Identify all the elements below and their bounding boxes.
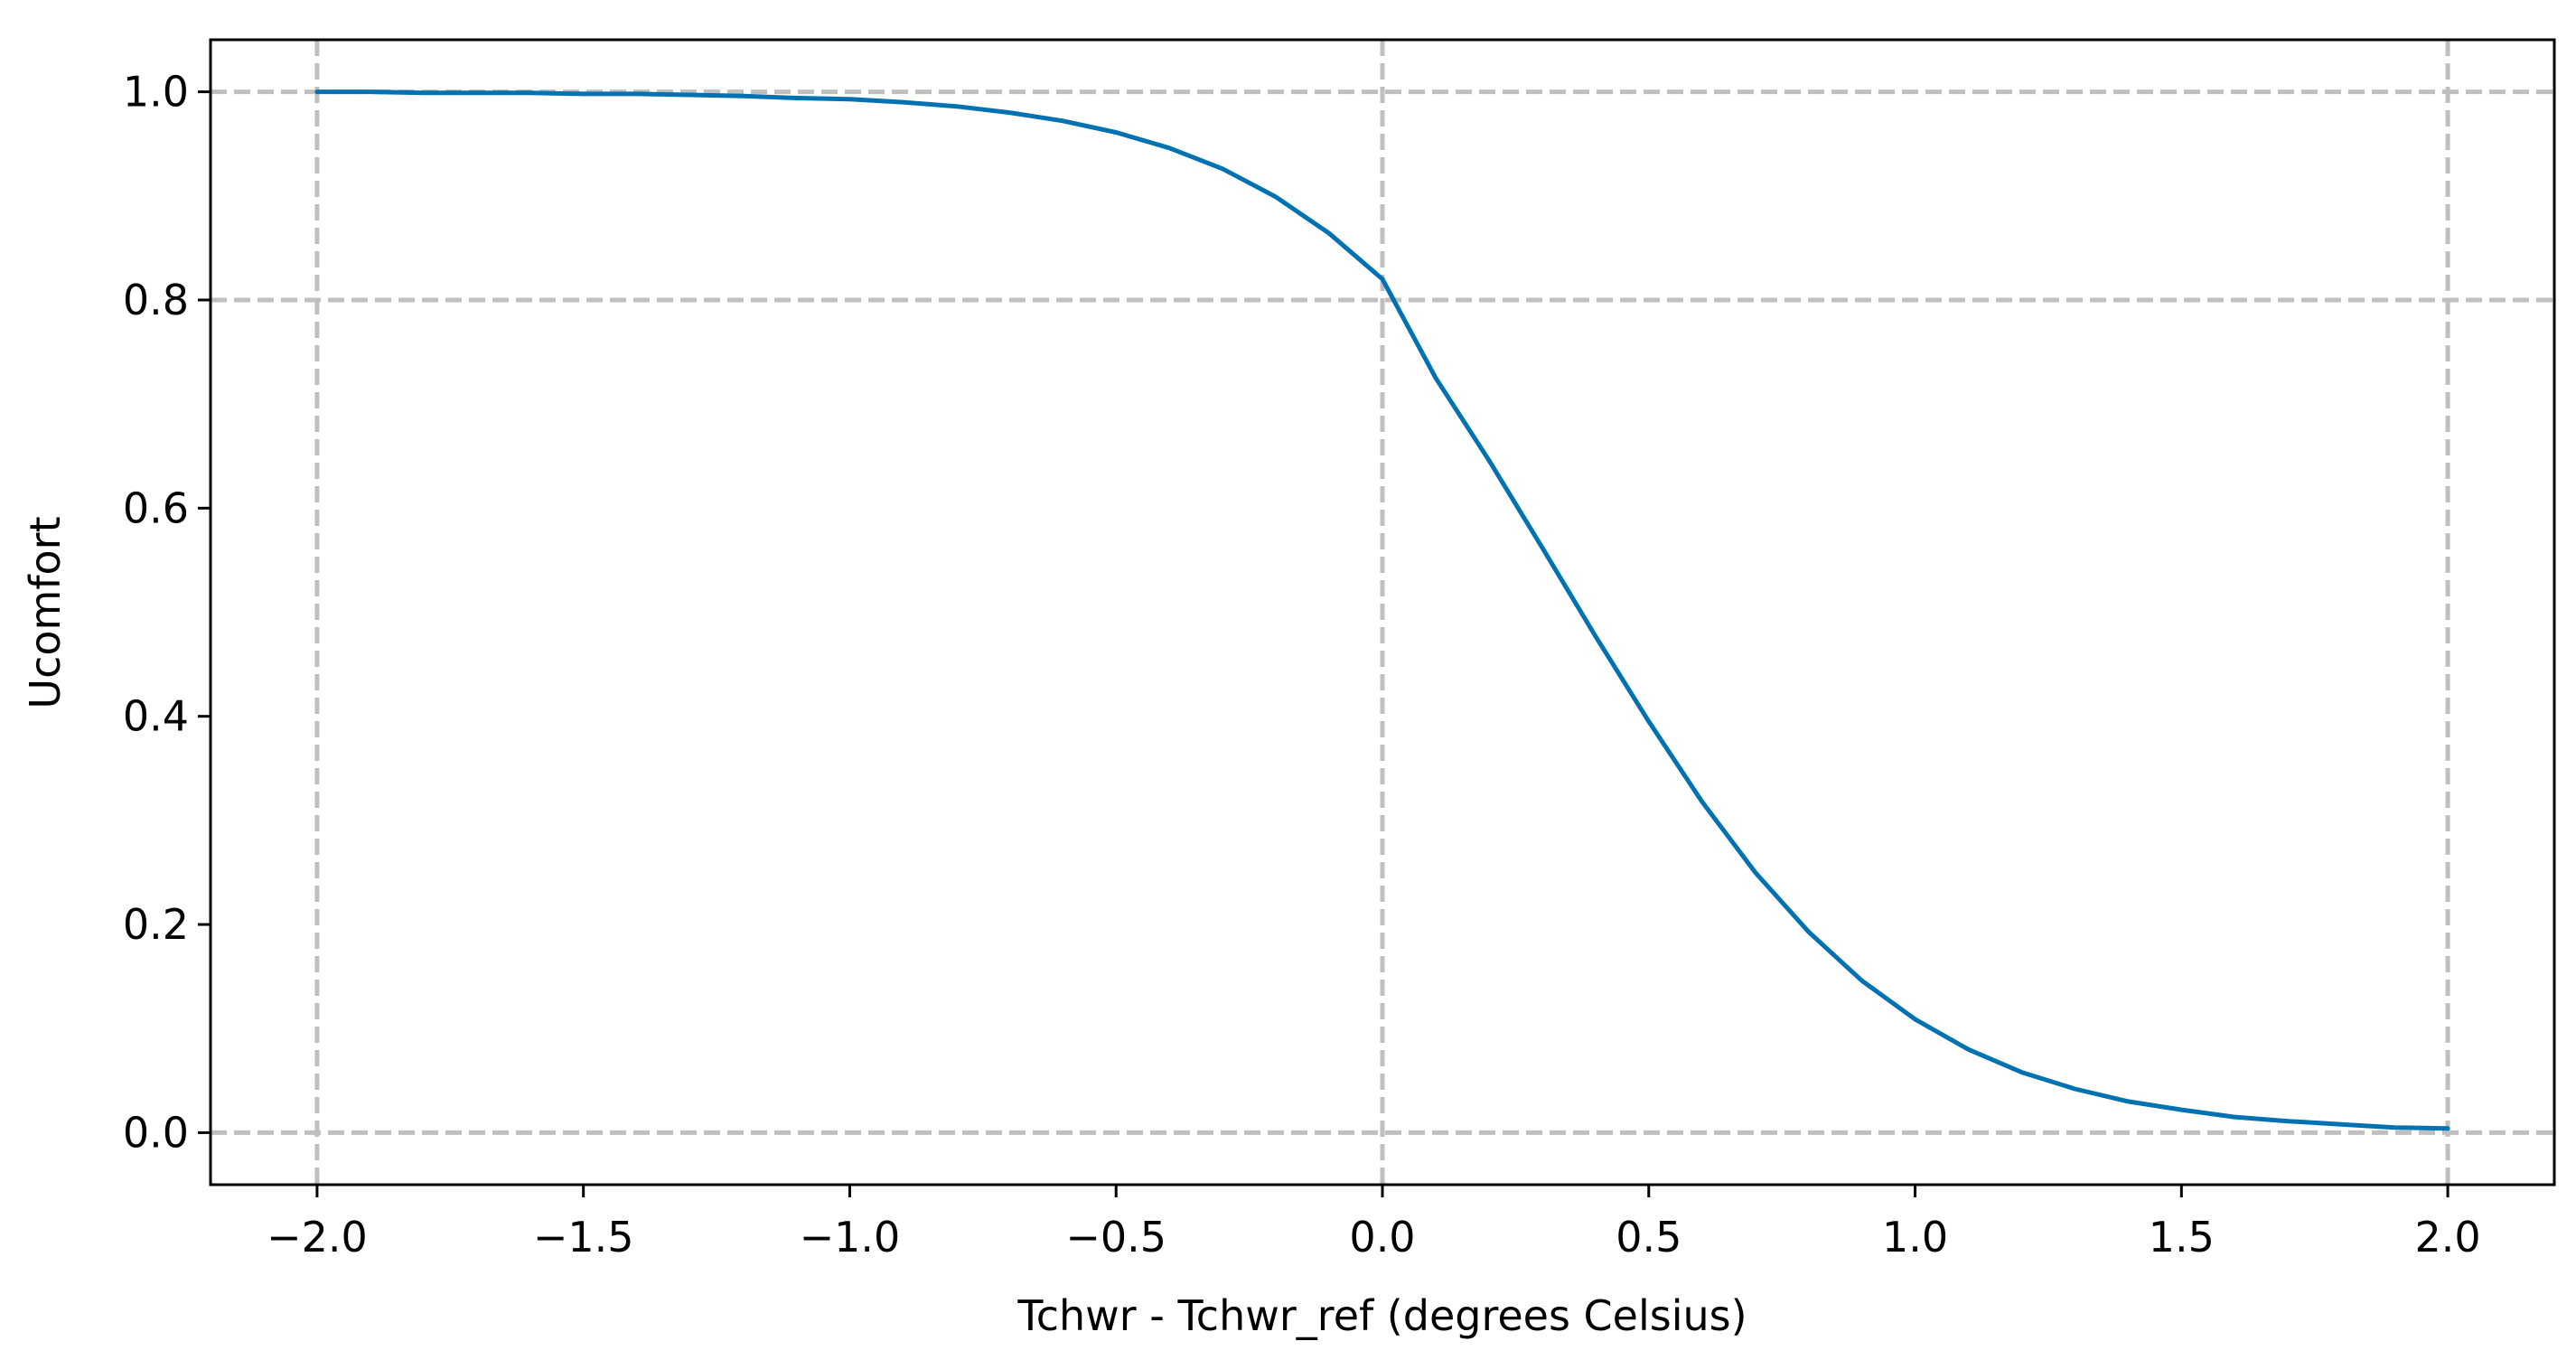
- x-tick-label: 0.0: [1349, 1213, 1415, 1262]
- gridlines: [211, 40, 2554, 1185]
- x-tick-label: 1.5: [2149, 1213, 2215, 1262]
- x-tick-label: −2.0: [267, 1213, 368, 1262]
- x-tick-label: −1.5: [533, 1213, 634, 1262]
- series-line: [314, 89, 2450, 1131]
- series-layer: [314, 89, 2450, 1131]
- x-tick-label: 1.0: [1882, 1213, 1948, 1262]
- x-axis-ticks: −2.0 −1.5 −1.0 −0.5 0.0 0.5 1.0 1.5 2.0: [267, 1185, 2481, 1262]
- x-tick-label: 2.0: [2415, 1213, 2481, 1262]
- x-tick-label: −1.0: [800, 1213, 901, 1262]
- x-tick-label: −0.5: [1065, 1213, 1166, 1262]
- x-tick-label: 0.5: [1616, 1213, 1681, 1262]
- y-tick-label: 0.8: [123, 276, 189, 324]
- y-tick-label: 0.6: [123, 483, 189, 532]
- y-tick-label: 0.2: [123, 900, 189, 949]
- y-tick-label: 1.0: [123, 68, 189, 117]
- y-tick-label: 0.0: [123, 1108, 189, 1157]
- x-axis-label: Tchwr - Tchwr_ref (degrees Celsius): [1016, 1291, 1747, 1340]
- y-tick-label: 0.4: [123, 692, 189, 741]
- y-axis-label: Ucomfort: [21, 516, 70, 708]
- y-axis-ticks: 0.0 0.2 0.4 0.6 0.8 1.0: [123, 68, 211, 1157]
